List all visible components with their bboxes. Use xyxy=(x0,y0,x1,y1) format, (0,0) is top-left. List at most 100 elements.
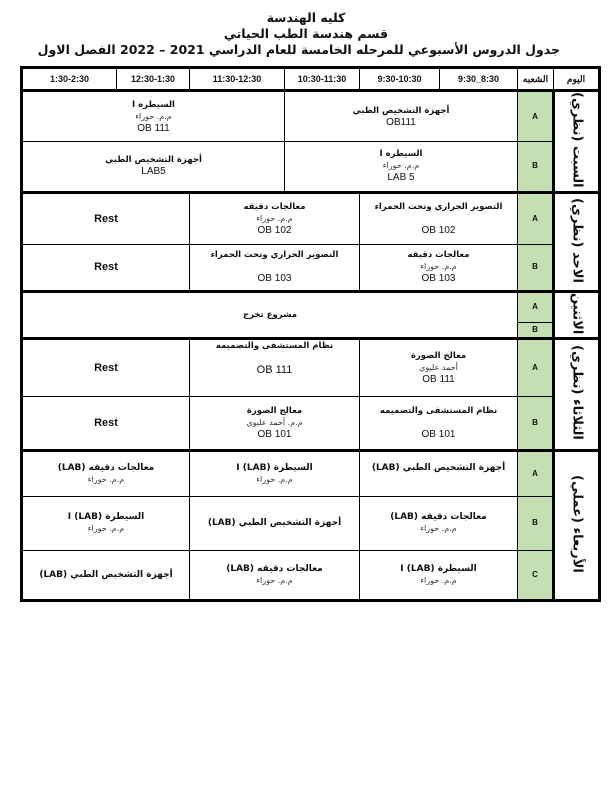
cell-text: OB 101 xyxy=(257,428,292,440)
cell-text: م.م. حوراء xyxy=(135,111,172,121)
cell-text: أجهزة التشخيص الطبي xyxy=(105,155,202,166)
section-label: A xyxy=(517,190,554,245)
table-row: B نظام المستشفى والتصميمه OB 101 معالج ا… xyxy=(21,395,600,451)
table-row: الاثنين A مشروع تخرج xyxy=(21,289,600,339)
cell-text: السيطرة I (LAB) xyxy=(67,512,145,523)
cell-text: السيطره I xyxy=(132,99,175,110)
department-name: قسم هندسة الطب الحياتي xyxy=(223,26,389,41)
lab-cell: السيطرة I (LAB) م.م. حوراء xyxy=(21,495,190,551)
cell-text: نظام المستشفى والتصميمه xyxy=(379,405,498,416)
lab-cell: السيطرة I (LAB) م.م. حوراء xyxy=(359,549,518,601)
cell-text: الاحد (نظري) xyxy=(569,197,585,283)
cell-text: معالجات دقيقه (LAB) xyxy=(57,462,155,473)
lab-cell: أجهزة التشخيص الطبي (LAB) xyxy=(359,448,518,497)
cell-text: OB 111 xyxy=(137,122,170,134)
cell-text: أجهزة التشخيص الطبي (LAB) xyxy=(39,569,173,580)
section-label: A xyxy=(517,336,554,397)
cell-text: م.م. حوراء xyxy=(256,575,293,585)
class-cell: معالجات دقيقه م.م. حوراء OB 103 xyxy=(359,243,518,292)
cell-text: أجهزة التشخيص الطبي (LAB) xyxy=(207,518,342,529)
cell-text: أجهزة التشخيص الطبي (LAB) xyxy=(371,462,506,473)
cell-text: الاثنين xyxy=(569,292,585,334)
section-label: A xyxy=(517,448,554,497)
cell-text: معالج الصورة xyxy=(410,350,467,361)
cell-text: OB 111 xyxy=(422,373,455,385)
rest-cell: Rest xyxy=(21,336,190,397)
rest-cell: Rest xyxy=(21,395,190,451)
section-label: B xyxy=(517,141,554,193)
cell-text: LAB 5 xyxy=(387,172,415,184)
cell-text: التصوير الحراري وتحت الحمراء xyxy=(210,250,339,261)
cell-text: LAB5 xyxy=(141,166,166,178)
day-header: اليوم xyxy=(553,67,600,92)
class-cell: أجهزة التشخيص الطبي LAB5 xyxy=(21,141,285,193)
rest-cell: Rest xyxy=(21,190,190,245)
time-header: 1:30-2:30 xyxy=(21,67,117,92)
class-cell: السيطره I م.م. حوراء OB 111 xyxy=(21,89,285,143)
document-header: كليه الهندسة قسم هندسة الطب الحياتي جدول… xyxy=(0,10,612,58)
cell-text: أحمد عليوي xyxy=(419,362,458,372)
section-label: B xyxy=(517,495,554,551)
lab-cell: معالجات دقيقه (LAB) م.م. حوراء xyxy=(359,495,518,551)
cell-text: الأربعاء (عملي) xyxy=(569,475,585,573)
cell-text: م.م. حوراء xyxy=(420,262,457,272)
cell-text: معالجات دقيقه xyxy=(243,201,306,212)
time-header: 10:30-11:30 xyxy=(284,67,360,92)
class-cell: نظام المستشفى والتصميمه OB 111 xyxy=(189,336,360,397)
cell-text: OB 103 xyxy=(421,273,456,285)
table-row: B معالجات دقيقه (LAB) م.م. حوراء أجهزة ال… xyxy=(21,495,600,551)
table-row: الثلاثاء (نظري) A معالج الصورة أحمد عليوي… xyxy=(21,336,600,451)
class-cell: معالج الصورة أحمد عليوي OB 111 xyxy=(359,336,518,397)
cell-text: الثلاثاء (نظري) xyxy=(569,345,585,441)
day-label: السبت (نظري) xyxy=(552,90,600,193)
cell-text: السيطره I xyxy=(379,149,423,160)
lab-cell: أجهزة التشخيص الطبي (LAB) xyxy=(21,549,190,601)
cell-text: معالجات دقيقه (LAB) xyxy=(226,563,323,574)
college-name: كليه الهندسة xyxy=(266,10,346,25)
table-row: الاحد (نظري) A التصوير الحراري وتحت الحم… xyxy=(21,190,600,292)
day-label: الاحد (نظري) xyxy=(552,190,600,292)
time-header: 11:30-12:30 xyxy=(189,67,285,92)
class-cell: السيطره I م.م. حوراء LAB 5 xyxy=(284,141,518,193)
table-row: B xyxy=(22,322,600,339)
cell-text: م.م. حوراء xyxy=(420,575,457,585)
class-cell: معالجات دقيقه م.م. حوراء OB 102 xyxy=(189,190,360,245)
section-label: B xyxy=(517,322,554,339)
class-cell: أجهزة التشخيص الطبي OB111 xyxy=(284,89,518,143)
cell-text: OB 111 xyxy=(256,363,293,376)
time-header: 9:30-10:30 xyxy=(359,67,440,92)
section-label: C xyxy=(517,549,554,601)
schedule-title: جدول الدروس الأسبوعي للمرحله الخامسة للع… xyxy=(37,42,560,57)
class-cell: التصوير الحراري وتحت الحمراء OB 103 xyxy=(189,243,360,292)
cell-text: م.م. حوراء xyxy=(382,161,420,171)
cell-text: OB 102 xyxy=(421,224,456,236)
rest-cell: Rest xyxy=(21,243,190,292)
cell-text: م.م. حوراء xyxy=(256,474,293,484)
time-header: 12:30-1:30 xyxy=(116,67,190,92)
timetable: اليوم الشعبه 8:30_9:30 9:30-10:30 10:30-… xyxy=(20,66,601,602)
header-row: اليوم الشعبه 8:30_9:30 9:30-10:30 10:30-… xyxy=(21,67,600,92)
cell-text: السبت (نظري) xyxy=(569,92,585,188)
day-label: الأربعاء (عملي) xyxy=(552,448,600,601)
section-label: B xyxy=(517,395,554,451)
lab-cell: معالجات دقيقه (LAB) م.م. حوراء xyxy=(189,549,360,601)
cell-text: م.م. حوراء xyxy=(87,524,125,534)
table-row: B السيطره I م.م. حوراء LAB 5 أجهزة التشخيص… xyxy=(21,141,600,193)
graduation-project-cell: مشروع تخرج xyxy=(21,289,518,339)
cell-text: م.م. حوراء xyxy=(87,474,125,484)
section-label: A xyxy=(517,89,554,143)
table-row: الأربعاء (عملي) A أجهزة التشخيص الطبي (L… xyxy=(21,448,600,601)
cell-text: OB 103 xyxy=(257,273,292,285)
cell-text: م.م. حوراء xyxy=(256,213,293,223)
cell-text: OB 102 xyxy=(257,224,292,236)
table-row: C السيطرة I (LAB) م.م. حوراء معالجات دقيق… xyxy=(21,549,600,601)
day-label: الاثنين xyxy=(552,289,600,339)
day-label: الثلاثاء (نظري) xyxy=(552,336,600,451)
class-cell: نظام المستشفى والتصميمه OB 101 xyxy=(359,395,518,451)
cell-text: OB 101 xyxy=(421,428,456,440)
section-label: B xyxy=(517,243,554,292)
class-cell: التصوير الحراري وتحت الحمراء OB 102 xyxy=(359,190,518,245)
cell-text: معالجات دقيقه xyxy=(407,250,470,261)
cell-text: السيطرة I (LAB) xyxy=(236,462,313,473)
cell-text: OB111 xyxy=(386,116,416,128)
